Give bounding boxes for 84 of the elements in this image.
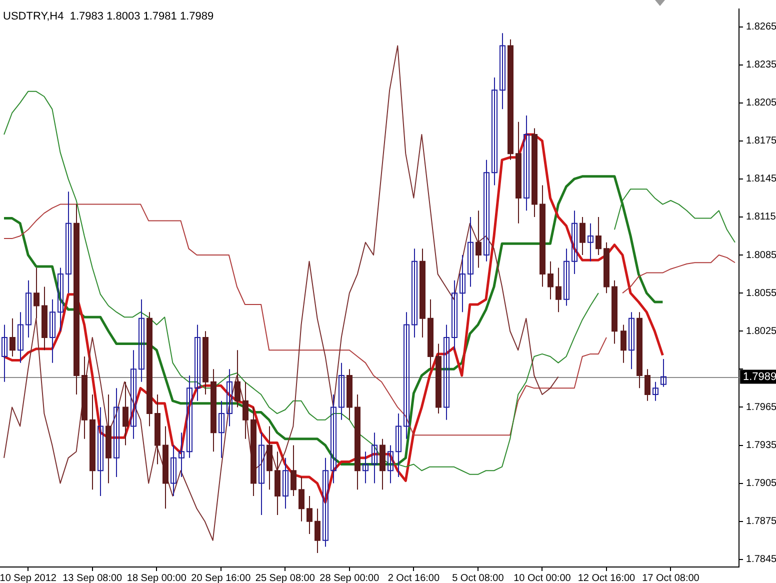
candlestick xyxy=(26,280,32,338)
candlestick xyxy=(186,375,192,458)
y-tick-label: 1.8205 xyxy=(746,98,776,109)
candlestick xyxy=(226,368,232,427)
x-tick-label: 10 Oct 00:00 xyxy=(514,572,572,583)
candlestick xyxy=(282,457,288,510)
candlestick xyxy=(444,324,450,420)
ref-line-label: 1.7989 xyxy=(743,370,776,383)
x-tick-label: 13 Sep 08:00 xyxy=(62,572,123,583)
candlestick xyxy=(468,216,474,288)
x-tick-label: 2 Oct 16:00 xyxy=(388,572,440,583)
candlestick xyxy=(548,260,554,300)
candlestick xyxy=(122,381,128,446)
candlestick xyxy=(242,381,248,440)
x-tick-label: 10 Sep 2012 xyxy=(0,572,57,583)
candlestick xyxy=(412,248,418,338)
y-tick-label: 1.8175 xyxy=(746,136,776,147)
candlestick xyxy=(338,362,344,420)
candlestick xyxy=(2,324,8,382)
candlestick xyxy=(34,267,40,319)
candlestick xyxy=(178,432,184,478)
candlestick xyxy=(290,444,296,496)
candlestick xyxy=(572,210,578,275)
chart-title: USDTRY,H4 1.7983 1.8003 1.7981 1.7989 xyxy=(3,10,214,23)
y-tick-label: 1.7905 xyxy=(746,478,776,490)
candlestick xyxy=(476,210,482,268)
candlestick xyxy=(322,457,328,548)
candlestick xyxy=(138,298,144,382)
candlestick xyxy=(194,324,200,402)
candlestick xyxy=(388,444,394,484)
candlestick xyxy=(404,312,410,440)
candlestick xyxy=(396,413,402,478)
candlestick xyxy=(10,318,16,357)
candlestick xyxy=(330,394,336,484)
candlestick xyxy=(596,216,602,256)
candlestick xyxy=(628,312,634,370)
candlestick xyxy=(460,254,466,313)
y-tick-label: 1.8265 xyxy=(746,22,776,33)
candlestick xyxy=(66,191,72,294)
candlestick xyxy=(644,368,650,402)
x-tick-label: 25 Sep 08:00 xyxy=(255,572,316,583)
x-tick-label: 20 Sep 16:00 xyxy=(191,572,252,583)
y-tick-label: 1.8025 xyxy=(746,326,776,337)
y-tick-label: 1.7875 xyxy=(746,516,776,528)
candlestick xyxy=(580,216,586,256)
candlestick xyxy=(492,76,498,186)
x-tick-label: 12 Oct 16:00 xyxy=(578,572,636,583)
candlestick xyxy=(114,388,120,478)
candlestick xyxy=(98,406,104,496)
y-tick-label: 1.8235 xyxy=(746,60,776,71)
candlestick xyxy=(130,350,136,440)
x-tick-label: 18 Sep 00:00 xyxy=(126,572,187,583)
x-tick-label: 5 Oct 08:00 xyxy=(452,572,504,583)
candlestick xyxy=(556,267,562,313)
candlestick xyxy=(500,32,506,110)
candlestick xyxy=(170,444,176,496)
y-tick-label: 1.8055 xyxy=(746,288,776,299)
y-tick-label: 1.8145 xyxy=(746,174,776,185)
y-tick-label: 1.7845 xyxy=(746,554,776,566)
candlestick xyxy=(58,267,64,332)
candlestick xyxy=(298,476,304,522)
candlestick xyxy=(372,432,378,484)
y-tick-label: 1.8115 xyxy=(746,212,776,223)
candlestick xyxy=(50,298,56,364)
candlestick xyxy=(620,324,626,364)
x-tick-label: 28 Sep 00:00 xyxy=(320,572,380,583)
candlestick xyxy=(234,350,240,408)
y-tick-label: 1.8085 xyxy=(746,250,776,261)
candlestick xyxy=(18,312,24,364)
candlestick xyxy=(218,400,224,458)
y-tick-label: 1.7965 xyxy=(746,402,776,413)
candlestick xyxy=(306,495,312,535)
y-tick-label: 1.7935 xyxy=(746,440,776,452)
candlestick xyxy=(588,222,594,262)
candlestick xyxy=(524,115,530,212)
candlestick xyxy=(314,508,320,554)
candlestick xyxy=(452,280,458,351)
candlestick xyxy=(362,451,368,484)
x-tick-label: 17 Oct 08:00 xyxy=(642,572,700,583)
candlestick xyxy=(564,248,570,306)
candlestick xyxy=(484,159,490,262)
candlestick xyxy=(258,432,264,516)
candlestick xyxy=(652,381,658,402)
candlestick xyxy=(660,358,666,388)
